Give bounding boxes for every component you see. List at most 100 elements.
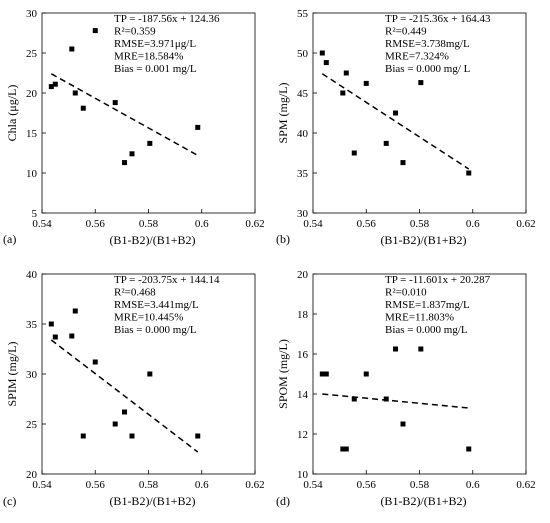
stats-annotation: Bias = 0.001 mg/L bbox=[114, 63, 197, 75]
data-point bbox=[319, 371, 325, 377]
y-tick-label: 10 bbox=[297, 469, 309, 481]
y-axis-label: SPIM (mg/L) bbox=[5, 341, 19, 406]
x-tick-label: 0.62 bbox=[245, 479, 264, 491]
y-tick-label: 10 bbox=[26, 168, 38, 180]
stats-annotation: Bias = 0.000 mg/ L bbox=[385, 63, 471, 75]
x-tick-label: 0.62 bbox=[516, 479, 535, 491]
data-point bbox=[363, 80, 369, 86]
data-point bbox=[343, 70, 349, 76]
data-point bbox=[393, 110, 399, 116]
x-axis-label: (B1-B2)/(B1+B2) bbox=[109, 233, 195, 247]
data-point bbox=[195, 433, 201, 439]
data-point bbox=[383, 140, 389, 146]
x-tick-label: 0.54 bbox=[32, 218, 52, 230]
stats-annotation: R²=0.010 bbox=[385, 287, 427, 299]
y-tick-label: 16 bbox=[297, 349, 309, 361]
x-axis-label: (B1-B2)/(B1+B2) bbox=[380, 494, 466, 508]
stats-annotation: RMSE=3.971μg/L bbox=[114, 38, 196, 50]
stats-annotation: MRE=7.324% bbox=[385, 51, 449, 63]
y-tick-label: 20 bbox=[26, 88, 38, 100]
y-tick-label: 5 bbox=[32, 208, 38, 220]
stats-annotation: RMSE=1.837mg/L bbox=[385, 299, 470, 311]
stats-annotation: RMSE=3.738mg/L bbox=[385, 38, 470, 50]
x-tick-label: 0.6 bbox=[195, 479, 209, 491]
stats-annotation: Bias = 0.000 mg/L bbox=[114, 324, 197, 336]
y-axis-label: SPOM (mg/L) bbox=[276, 339, 290, 409]
x-tick-label: 0.58 bbox=[139, 479, 159, 491]
y-axis-label: SPM (mg/L) bbox=[276, 82, 290, 143]
y-tick-label: 20 bbox=[297, 269, 309, 281]
x-tick-label: 0.6 bbox=[195, 218, 209, 230]
x-tick-label: 0.56 bbox=[357, 218, 377, 230]
panel-label: (b) bbox=[276, 232, 290, 246]
x-axis-label: (B1-B2)/(B1+B2) bbox=[380, 233, 466, 247]
stats-annotation: R²=0.359 bbox=[114, 26, 156, 38]
x-tick-label: 0.58 bbox=[410, 479, 430, 491]
y-tick-label: 25 bbox=[26, 48, 38, 60]
stats-annotation: TP = -187.56x + 124.36 bbox=[114, 13, 220, 25]
y-tick-label: 30 bbox=[297, 208, 309, 220]
y-tick-label: 18 bbox=[297, 309, 309, 321]
x-tick-label: 0.62 bbox=[245, 218, 264, 230]
data-point bbox=[363, 371, 369, 377]
data-point bbox=[69, 46, 75, 52]
y-tick-label: 30 bbox=[26, 369, 38, 381]
data-point bbox=[147, 140, 153, 146]
data-point bbox=[52, 81, 58, 87]
x-tick-label: 0.56 bbox=[86, 218, 106, 230]
data-point bbox=[147, 371, 153, 377]
y-tick-label: 12 bbox=[297, 429, 308, 441]
y-tick-label: 30 bbox=[26, 8, 38, 20]
stats-annotation: Bias = 0.000 mg/L bbox=[385, 324, 468, 336]
x-tick-label: 0.6 bbox=[466, 218, 480, 230]
y-tick-label: 55 bbox=[297, 8, 309, 20]
x-tick-label: 0.56 bbox=[86, 479, 106, 491]
data-point bbox=[466, 170, 472, 176]
stats-annotation: RMSE=3.441mg/L bbox=[114, 299, 199, 311]
x-tick-label: 0.54 bbox=[303, 479, 323, 491]
stats-annotation: MRE=11.803% bbox=[385, 312, 454, 324]
data-point bbox=[92, 28, 98, 34]
data-point bbox=[72, 90, 78, 96]
data-point bbox=[343, 446, 349, 452]
data-point bbox=[80, 433, 86, 439]
data-point bbox=[351, 150, 357, 156]
data-point bbox=[418, 346, 424, 352]
data-point bbox=[122, 160, 128, 166]
x-tick-label: 0.58 bbox=[410, 218, 430, 230]
stats-annotation: TP = -203.75x + 144.14 bbox=[114, 274, 220, 286]
data-point bbox=[92, 359, 98, 365]
y-tick-label: 35 bbox=[297, 168, 309, 180]
x-tick-label: 0.6 bbox=[466, 479, 480, 491]
stats-annotation: R²=0.468 bbox=[114, 287, 156, 299]
stats-annotation: R²=0.449 bbox=[385, 26, 427, 38]
data-point bbox=[418, 80, 424, 86]
regression-line bbox=[50, 73, 199, 157]
y-tick-label: 45 bbox=[297, 88, 309, 100]
data-point bbox=[48, 84, 54, 90]
panel-0: 0.54 0.56 0.58 0.6 0.62 5 10 15 20 25 30 (B1-B2)/(B… bbox=[3, 8, 265, 247]
panel-1: 0.54 0.56 0.58 0.6 0.62 30 35 40 45 50 55 (B1-B2)/(… bbox=[276, 8, 536, 247]
data-point bbox=[323, 371, 329, 377]
data-point bbox=[122, 409, 128, 415]
x-axis-label: (B1-B2)/(B1+B2) bbox=[109, 494, 195, 508]
panel-label: (d) bbox=[276, 494, 290, 508]
data-point bbox=[52, 334, 58, 340]
regression-line bbox=[321, 73, 470, 170]
data-point bbox=[351, 396, 357, 402]
y-tick-label: 35 bbox=[26, 319, 38, 331]
stats-annotation: TP = -215.36x + 164.43 bbox=[385, 13, 491, 25]
data-point bbox=[80, 105, 86, 111]
data-point bbox=[195, 124, 201, 130]
data-point bbox=[69, 333, 75, 339]
data-point bbox=[323, 60, 329, 66]
data-point bbox=[340, 446, 346, 452]
panel-2: 0.54 0.56 0.58 0.6 0.62 20 25 30 35 40 (B1-B2)/(B1… bbox=[3, 269, 265, 508]
data-point bbox=[466, 446, 472, 452]
data-point bbox=[400, 421, 406, 427]
x-tick-label: 0.62 bbox=[516, 218, 535, 230]
panel-label: (c) bbox=[3, 494, 16, 508]
data-point bbox=[383, 396, 389, 402]
x-tick-label: 0.56 bbox=[357, 479, 377, 491]
